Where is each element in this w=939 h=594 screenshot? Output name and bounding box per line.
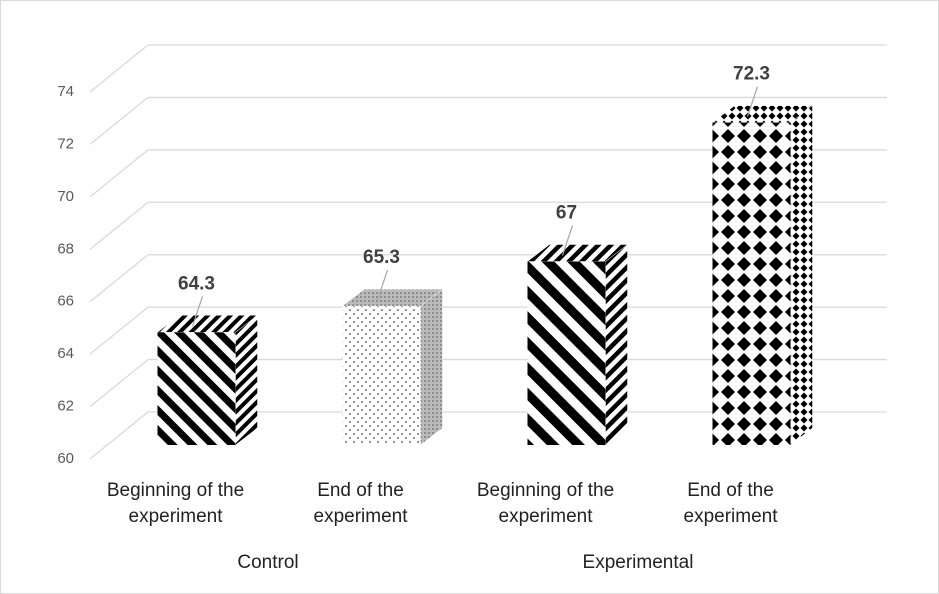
x-tick-label: Beginning of the experiment	[476, 480, 615, 527]
bar	[712, 122, 791, 446]
x-tick-label: End of the experiment	[313, 480, 408, 527]
x-tick-label: End of the experiment	[683, 480, 778, 527]
y-tick-label: 74	[57, 83, 74, 100]
bar	[157, 332, 236, 445]
bar-side	[235, 314, 258, 446]
grid-line-side	[89, 44, 149, 93]
leader-line	[561, 225, 574, 256]
grid-line-side	[89, 201, 149, 250]
y-tick-label: 72	[57, 135, 74, 152]
group-label: Experimental	[582, 552, 694, 573]
bar	[342, 306, 421, 445]
group-label: Control	[237, 552, 299, 573]
grid-line-side	[89, 411, 149, 460]
data-label: 64.3	[178, 273, 215, 294]
grid-line-side	[89, 359, 149, 408]
leader-line	[376, 269, 389, 301]
data-label: 72.3	[733, 64, 770, 85]
y-tick-label: 62	[57, 398, 74, 415]
leader-line	[746, 86, 759, 117]
y-tick-label: 66	[57, 293, 74, 310]
y-tick-label: 64	[57, 345, 74, 362]
leader-line	[191, 296, 204, 327]
grid-line-side	[89, 149, 149, 198]
bar-top	[711, 105, 814, 123]
bar	[527, 261, 606, 445]
y-tick-label: 68	[57, 240, 74, 257]
bar-side	[420, 288, 443, 446]
y-tick-label: 70	[57, 188, 74, 205]
grid-line-side	[89, 306, 149, 355]
bar-side	[790, 105, 813, 446]
data-label: 65.3	[363, 247, 400, 268]
grid-line-side	[89, 254, 149, 303]
data-label: 67	[556, 203, 577, 224]
y-tick-label: 60	[57, 450, 74, 467]
x-tick-label: Beginning of the experiment	[106, 480, 245, 527]
grid-line-side	[89, 96, 149, 145]
bar-top	[341, 288, 444, 307]
bar-side	[605, 243, 628, 446]
